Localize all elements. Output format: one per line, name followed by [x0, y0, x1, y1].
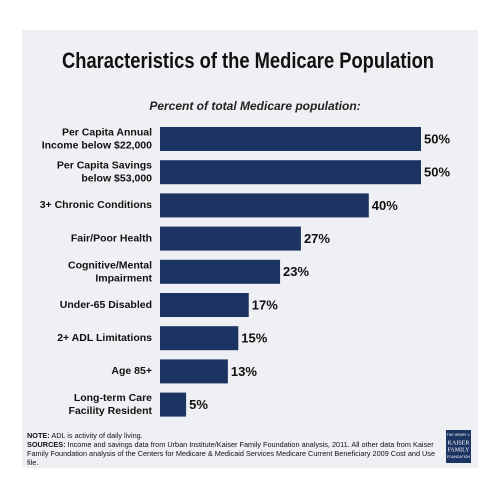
- value-label: 17%: [252, 297, 278, 312]
- bar: [160, 127, 421, 151]
- sources-label: SOURCES:: [27, 440, 66, 449]
- note: NOTE: ADL is activity of daily living.: [27, 431, 437, 440]
- note-label: NOTE:: [27, 431, 50, 440]
- y-tick-label: Per Capita Savings below $53,000: [57, 159, 152, 184]
- bar: [160, 359, 228, 384]
- value-label: 15%: [241, 331, 267, 346]
- y-tick-label: Age 85+: [111, 365, 152, 377]
- value-label: 50%: [424, 131, 450, 146]
- chart-title: Characteristics of the Medicare Populati…: [62, 48, 434, 73]
- bar: [160, 193, 369, 218]
- y-tick-label: Cognitive/Mental Impairment: [68, 259, 153, 284]
- bar: [160, 259, 281, 284]
- sources: SOURCES: Income and savings data from Ur…: [27, 440, 437, 467]
- y-tick-label: Per Capita Annual Income below $22,000: [42, 126, 152, 151]
- value-label: 40%: [372, 198, 398, 213]
- y-tick-label: Under-65 Disabled: [60, 299, 152, 311]
- value-label: 23%: [283, 264, 309, 279]
- note-text: ADL is activity of daily living.: [51, 431, 143, 440]
- value-label: 27%: [304, 231, 330, 246]
- value-label: 13%: [231, 364, 257, 379]
- logo-text: THE HENRY J.: [447, 433, 471, 437]
- y-tick-label: Fair/Poor Health: [71, 232, 152, 244]
- chart-subtitle: Percent of total Medicare population:: [149, 99, 360, 113]
- logo-text: KAISER: [448, 440, 470, 446]
- logo: [446, 430, 471, 463]
- bar: [160, 392, 187, 417]
- sources-text: Income and savings data from Urban Insti…: [27, 440, 436, 467]
- value-label: 5%: [189, 397, 208, 412]
- bar: [160, 293, 249, 317]
- bar: [160, 226, 301, 251]
- y-tick-label: Long-term Care Facility Resident: [69, 392, 153, 417]
- logo-text: FAMILY: [448, 447, 471, 453]
- bar: [160, 326, 239, 351]
- bar: [160, 160, 421, 185]
- y-tick-label: 3+ Chronic Conditions: [40, 199, 152, 211]
- value-label: 50%: [424, 165, 450, 180]
- y-tick-label: 2+ ADL Limitations: [57, 332, 152, 344]
- logo-text: FOUNDATION: [447, 455, 470, 459]
